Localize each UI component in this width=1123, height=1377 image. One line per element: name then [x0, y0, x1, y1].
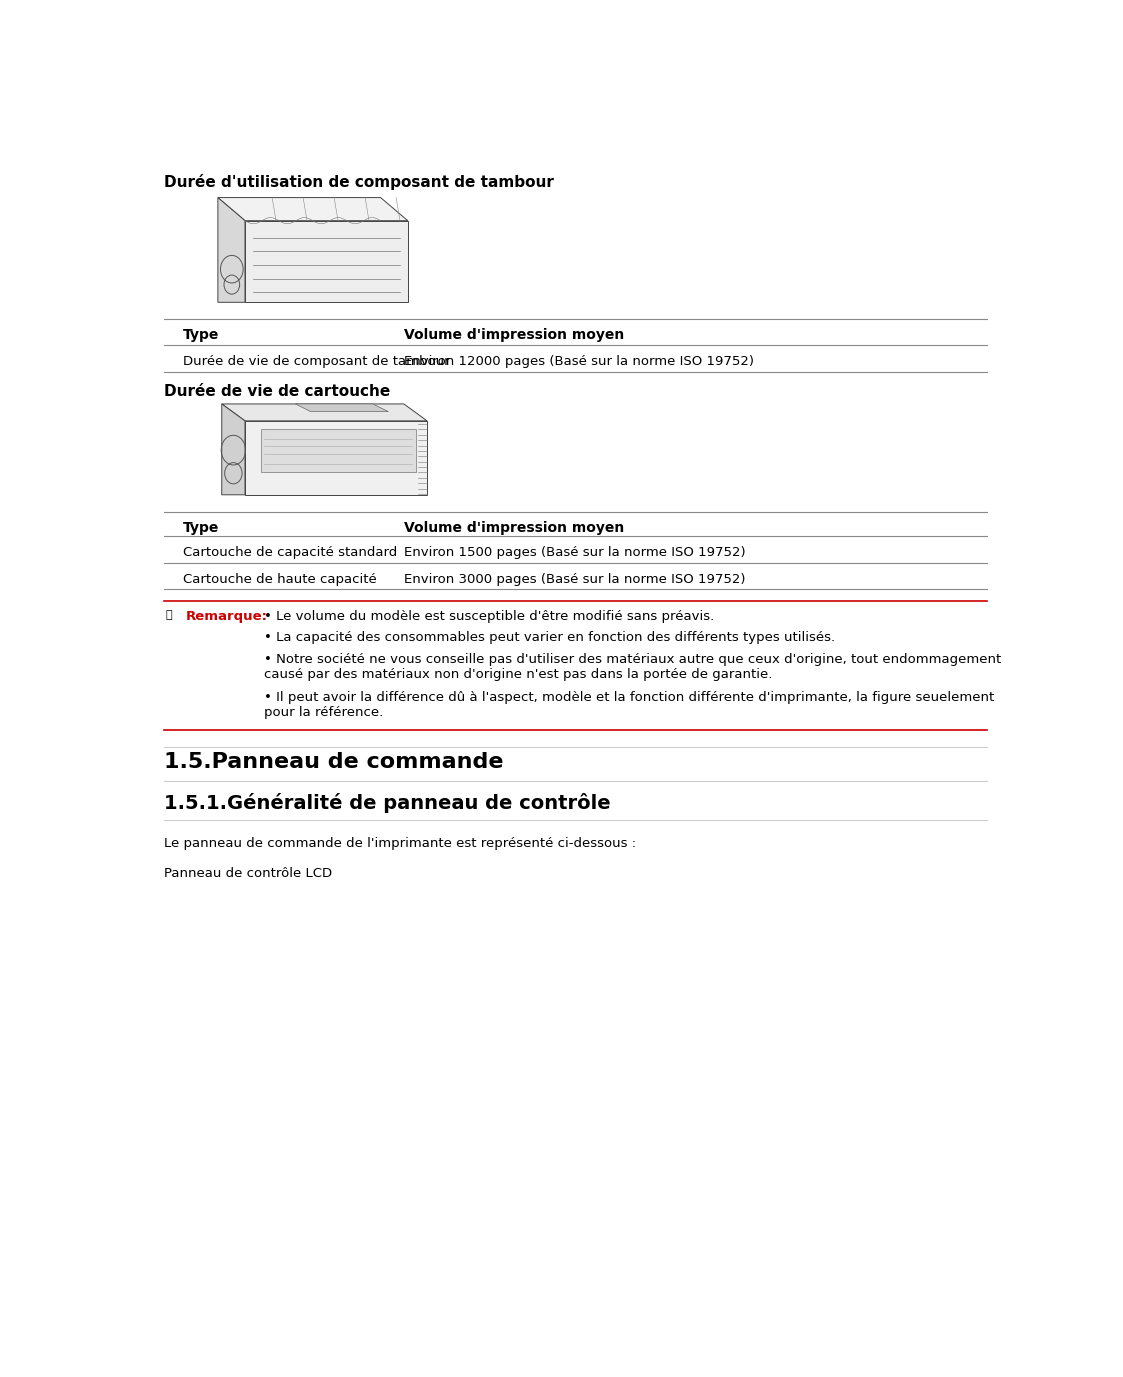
Text: Type: Type: [183, 329, 219, 343]
Text: Le panneau de commande de l'imprimante est représenté ci-dessous :: Le panneau de commande de l'imprimante e…: [164, 837, 636, 850]
Text: • Le volume du modèle est susceptible d'être modifié sans préavis.: • Le volume du modèle est susceptible d'…: [264, 610, 714, 622]
Text: 📝: 📝: [166, 610, 173, 620]
Text: Volume d'impression moyen: Volume d'impression moyen: [404, 521, 624, 536]
Polygon shape: [218, 197, 245, 303]
Text: Environ 12000 pages (Basé sur la norme ISO 19752): Environ 12000 pages (Basé sur la norme I…: [404, 355, 754, 368]
Text: Cartouche de haute capacité: Cartouche de haute capacité: [183, 573, 376, 585]
Text: Panneau de contrôle LCD: Panneau de contrôle LCD: [164, 868, 331, 880]
Polygon shape: [295, 403, 389, 412]
Text: • La capacité des consommables peut varier en fonction des différents types util: • La capacité des consommables peut vari…: [264, 631, 836, 644]
Text: Environ 3000 pages (Basé sur la norme ISO 19752): Environ 3000 pages (Basé sur la norme IS…: [404, 573, 746, 585]
Text: Durée de vie de composant de tambour: Durée de vie de composant de tambour: [183, 355, 449, 368]
Text: Remarque:: Remarque:: [185, 610, 267, 622]
Text: 1.5.Panneau de commande: 1.5.Panneau de commande: [164, 752, 503, 772]
Text: 1.5.1.Généralité de panneau de contrôle: 1.5.1.Généralité de panneau de contrôle: [164, 793, 610, 812]
Text: Environ 1500 pages (Basé sur la norme ISO 19752): Environ 1500 pages (Basé sur la norme IS…: [404, 547, 746, 559]
Text: Cartouche de capacité standard: Cartouche de capacité standard: [183, 547, 398, 559]
Text: Type: Type: [183, 521, 219, 536]
Polygon shape: [245, 421, 427, 494]
Text: Volume d'impression moyen: Volume d'impression moyen: [404, 329, 624, 343]
Polygon shape: [245, 220, 408, 303]
Polygon shape: [221, 403, 245, 494]
Text: • Notre société ne vous conseille pas d'utiliser des matériaux autre que ceux d': • Notre société ne vous conseille pas d'…: [264, 653, 1002, 680]
Text: • Il peut avoir la différence dû à l'aspect, modèle et la fonction différente d': • Il peut avoir la différence dû à l'asp…: [264, 691, 995, 719]
Text: Durée de vie de cartouche: Durée de vie de cartouche: [164, 384, 390, 399]
Polygon shape: [261, 428, 416, 472]
Polygon shape: [221, 403, 427, 421]
Text: Durée d'utilisation de composant de tambour: Durée d'utilisation de composant de tamb…: [164, 175, 554, 190]
Polygon shape: [218, 197, 408, 220]
